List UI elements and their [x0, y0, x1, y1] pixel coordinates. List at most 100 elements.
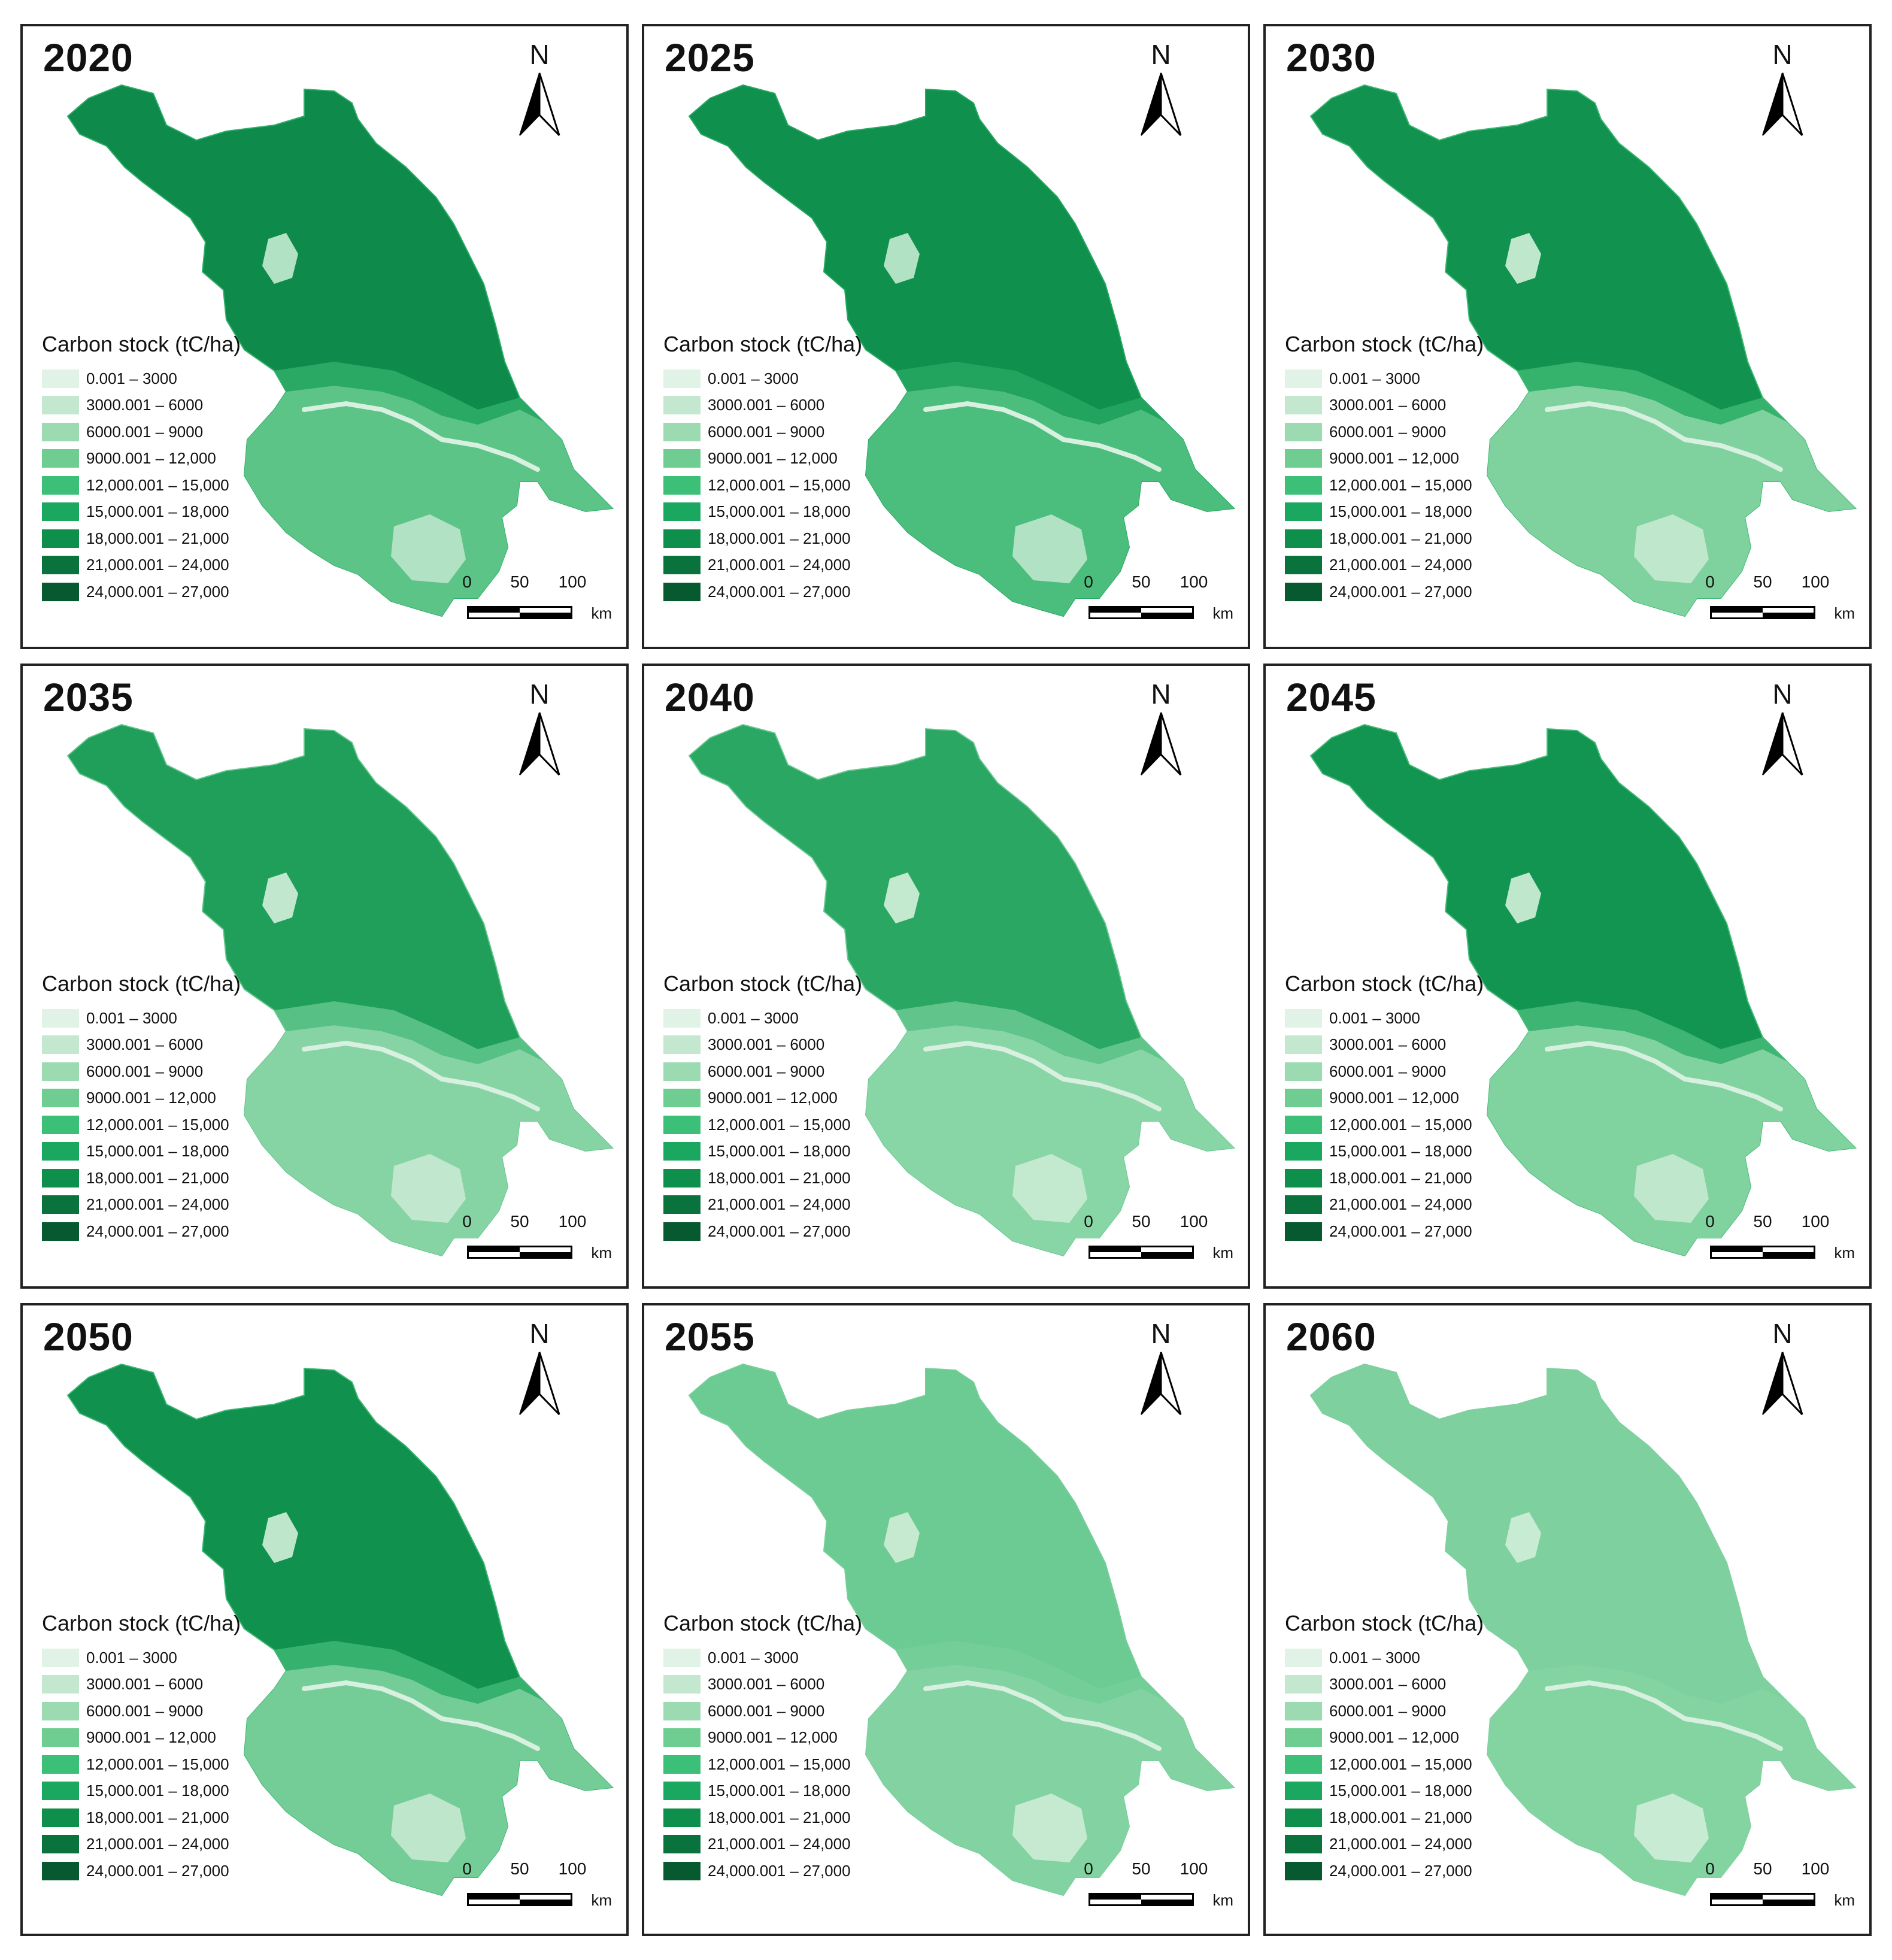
scale-segment-lower	[1763, 1900, 1814, 1904]
legend-swatch	[42, 1755, 79, 1774]
north-label: N	[1772, 1318, 1793, 1349]
scale-bar-graphic	[1710, 1246, 1815, 1259]
north-arrow-right-half	[1160, 712, 1182, 776]
province-map	[688, 723, 1236, 1257]
yangtze-river	[302, 1040, 540, 1111]
scale-tick-label: 0	[1084, 1212, 1093, 1231]
legend-label: 9000.001 – 12,000	[1329, 449, 1459, 468]
legend-title: Carbon stock (tC/ha)	[42, 332, 241, 356]
legend-label: 9000.001 – 12,000	[86, 1089, 216, 1107]
legend-item: 21,000.001 – 24,000	[663, 552, 862, 579]
legend-swatch	[1285, 1808, 1322, 1827]
north-arrow-left-half	[1141, 1352, 1162, 1415]
legend-swatch	[1285, 369, 1322, 388]
scale-segment-lower	[1141, 1900, 1192, 1904]
legend-label: 15,000.001 – 18,000	[1329, 502, 1472, 521]
legend-swatch	[663, 422, 701, 441]
legend-item: 15,000.001 – 18,000	[663, 1138, 862, 1165]
legend-item: 0.001 – 3000	[1285, 1644, 1484, 1671]
lake-tai	[391, 514, 466, 583]
north-arrow-icon: N	[513, 678, 566, 780]
scale-segment-lower	[1141, 613, 1192, 617]
scale-tick-label: 50	[1753, 572, 1772, 591]
legend-label: 12,000.001 – 15,000	[86, 475, 229, 494]
legend-label: 0.001 – 3000	[86, 1648, 177, 1667]
legend-label: 24,000.001 – 27,000	[86, 1222, 229, 1240]
legend-item: 3000.001 – 6000	[1285, 1671, 1484, 1698]
legend-item: 18,000.001 – 21,000	[1285, 525, 1484, 552]
legend-swatch	[1285, 1089, 1322, 1108]
legend-swatch	[1285, 502, 1322, 522]
legend-swatch	[1285, 1142, 1322, 1161]
legend-swatch	[1285, 1648, 1322, 1667]
scale-unit-label: km	[1212, 1244, 1233, 1262]
legend-label: 0.001 – 3000	[1329, 1648, 1420, 1667]
legend-item: 21,000.001 – 24,000	[42, 1831, 241, 1858]
legend-swatch	[42, 1089, 79, 1108]
legend-label: 9000.001 – 12,000	[86, 449, 216, 468]
legend-label: 24,000.001 – 27,000	[1329, 1222, 1472, 1240]
legend-label: 3000.001 – 6000	[1329, 396, 1447, 414]
legend-item: 24,000.001 – 27,000	[1285, 1218, 1484, 1245]
scale-unit-label: km	[1834, 1891, 1855, 1909]
legend-swatch	[663, 1701, 701, 1720]
scale-tick-label: 50	[510, 1859, 529, 1878]
legend: Carbon stock (tC/ha) 0.001 – 3000 3000.001…	[1285, 332, 1484, 605]
legend: Carbon stock (tC/ha) 0.001 – 3000 3000.001…	[42, 332, 241, 605]
legend-item: 18,000.001 – 21,000	[663, 525, 862, 552]
legend-label: 6000.001 – 9000	[1329, 1701, 1447, 1720]
legend-item: 21,000.001 – 24,000	[1285, 1192, 1484, 1219]
panel-year-title: 2045	[1286, 675, 1376, 719]
legend-swatch	[1285, 1728, 1322, 1747]
scale-bar-graphic	[467, 1246, 572, 1259]
legend-swatch	[1285, 1675, 1322, 1694]
legend-item: 3000.001 – 6000	[1285, 392, 1484, 419]
legend-item: 6000.001 – 9000	[42, 1698, 241, 1725]
legend-item: 3000.001 – 6000	[42, 392, 241, 419]
legend-item: 9000.001 – 12,000	[42, 1725, 241, 1752]
province-map	[66, 84, 614, 617]
legend-swatch	[1285, 1008, 1322, 1028]
map-panel-2025: 2025 N Carbon stock (tC/ha) 0.001 – 3000 300…	[642, 24, 1250, 649]
scale-segment-lower	[1141, 1252, 1192, 1257]
legend-label: 12,000.001 – 15,000	[708, 1115, 851, 1134]
scale-bar: 0 50 100 km	[462, 572, 612, 626]
legend-label: 3000.001 – 6000	[708, 1035, 825, 1054]
legend-label: 15,000.001 – 18,000	[1329, 1142, 1472, 1161]
scale-tick-label: 100	[1801, 1212, 1830, 1231]
legend-label: 12,000.001 – 15,000	[86, 1115, 229, 1134]
scale-bar-graphic	[1088, 1246, 1194, 1259]
lake-hongze	[262, 873, 298, 923]
province-map	[688, 84, 1236, 617]
legend-label: 6000.001 – 9000	[86, 1062, 204, 1080]
legend-title: Carbon stock (tC/ha)	[663, 971, 863, 996]
scale-tick-label: 0	[1705, 1212, 1715, 1231]
scale-tick-label: 50	[1132, 572, 1151, 591]
legend-swatch	[1285, 449, 1322, 468]
legend-label: 21,000.001 – 24,000	[86, 556, 229, 574]
legend-label: 21,000.001 – 24,000	[1329, 1835, 1472, 1853]
legend-swatch	[42, 1861, 79, 1880]
scale-segment-lower	[520, 613, 571, 617]
legend-item: 0.001 – 3000	[1285, 1005, 1484, 1032]
legend-swatch	[663, 1142, 701, 1161]
scale-segment-lower	[520, 1900, 571, 1904]
legend-label: 24,000.001 – 27,000	[1329, 1861, 1472, 1880]
scale-segment-upper	[1090, 1247, 1141, 1252]
central-corridor-region	[896, 1001, 1165, 1064]
legend-label: 18,000.001 – 21,000	[708, 1808, 851, 1826]
scale-tick-label: 100	[1801, 572, 1830, 591]
legend-swatch	[663, 1008, 701, 1028]
scale-unit-label: km	[591, 604, 612, 622]
legend-item: 9000.001 – 12,000	[663, 1725, 862, 1752]
lake-tai	[1012, 514, 1087, 583]
legend-label: 18,000.001 – 21,000	[1329, 1168, 1472, 1187]
province-south-region	[1487, 1025, 1855, 1256]
legend-swatch	[1285, 1835, 1322, 1854]
legend-label: 3000.001 – 6000	[86, 1035, 204, 1054]
north-arrow-right-half	[1781, 72, 1803, 137]
province-south-region	[1487, 1665, 1855, 1895]
province-south-region	[1487, 386, 1855, 616]
legend-item: 21,000.001 – 24,000	[1285, 1831, 1484, 1858]
legend-swatch	[1285, 582, 1322, 601]
